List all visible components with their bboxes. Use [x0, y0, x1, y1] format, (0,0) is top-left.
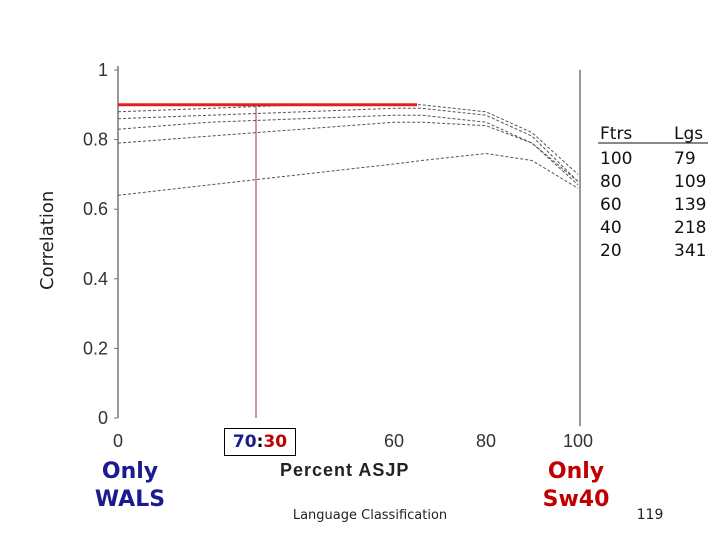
- x-tick-label: 0: [113, 431, 123, 451]
- table-cell: 80: [600, 172, 622, 192]
- table-cell: 20: [600, 241, 622, 261]
- x-axis-label: Percent ASJP: [280, 460, 409, 480]
- y-tick-label: 1: [98, 60, 108, 80]
- y-tick-label: 0.4: [83, 269, 108, 289]
- y-tick-label: 0.8: [83, 130, 108, 150]
- series-line: [117, 114, 579, 186]
- table-cell: 218: [674, 218, 706, 238]
- table-cell: 139: [674, 195, 706, 215]
- chart-series: [117, 104, 579, 196]
- chart-reference-lines: [118, 103, 417, 418]
- chart-axes: [117, 66, 581, 426]
- ratio-separator: :: [256, 432, 264, 452]
- table-cell: 100: [600, 149, 632, 169]
- only-wals-line1: Only: [101, 459, 159, 484]
- table-cell: 341: [674, 241, 706, 261]
- page-number: 119: [636, 507, 664, 523]
- ratio-wals: 70: [232, 432, 257, 452]
- series-line: [117, 104, 579, 175]
- table-header: Lgs: [674, 124, 703, 144]
- table-cell: 40: [600, 218, 622, 238]
- series-line: [117, 107, 579, 182]
- table-cell: 109: [674, 172, 706, 192]
- series-line: [117, 121, 579, 182]
- chart-ticks: 0 0.2 0.4 0.6 0.8 1 0 60 80 100: [83, 60, 593, 451]
- x-tick-label: 60: [384, 431, 404, 451]
- series-line: [117, 152, 579, 196]
- ratio-label: 70:30: [224, 428, 296, 456]
- table-cell: 79: [674, 149, 696, 169]
- x-tick-label: 80: [476, 431, 496, 451]
- only-sw40-line1: Only: [547, 459, 605, 484]
- legend-table: Ftrs Lgs 100 79 80 109 60 139 40 218 20 341: [598, 124, 708, 261]
- y-tick-label: 0.6: [83, 199, 108, 219]
- footer-title: Language Classification: [292, 508, 448, 523]
- table-header: Ftrs: [600, 124, 632, 144]
- only-sw40-line2: Sw40: [542, 487, 610, 512]
- ratio-asjp: 30: [263, 432, 288, 452]
- y-tick-label: 0: [98, 408, 108, 428]
- y-tick-label: 0.2: [83, 338, 108, 358]
- only-wals-callout: Only WALS: [74, 458, 186, 514]
- x-tick-label: 100: [563, 431, 593, 451]
- only-sw40-callout: Only Sw40: [528, 458, 624, 514]
- y-axis-label: Correlation: [37, 191, 58, 290]
- table-cell: 60: [600, 195, 622, 215]
- only-wals-line2: WALS: [94, 487, 166, 512]
